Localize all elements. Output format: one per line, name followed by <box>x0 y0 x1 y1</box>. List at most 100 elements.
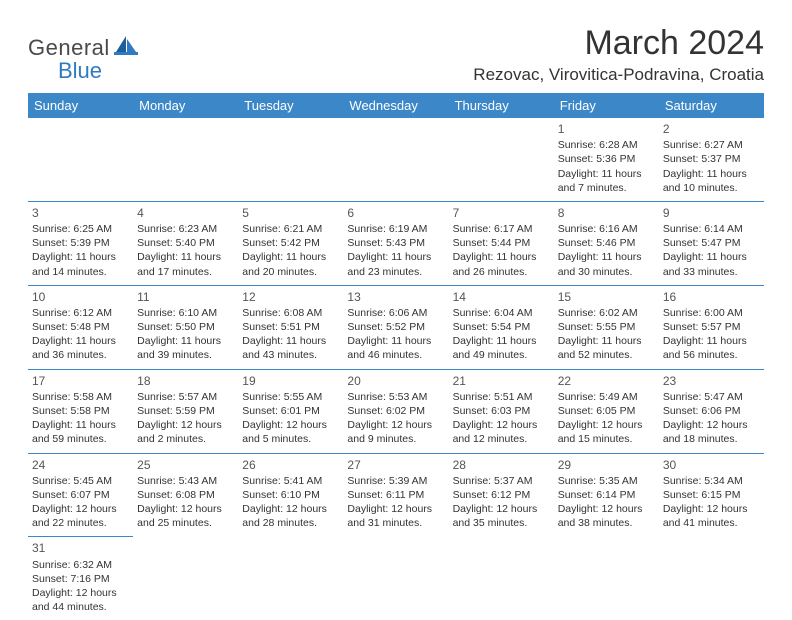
sunrise-text: Sunrise: 5:53 AM <box>347 390 444 404</box>
daylight-text: and 28 minutes. <box>242 516 339 530</box>
calendar-cell <box>343 537 448 620</box>
sunset-text: Sunset: 5:51 PM <box>242 320 339 334</box>
sunset-text: Sunset: 6:15 PM <box>663 488 760 502</box>
day-number: 22 <box>558 373 655 389</box>
location-text: Rezovac, Virovitica-Podravina, Croatia <box>473 65 764 85</box>
calendar-cell: 14Sunrise: 6:04 AMSunset: 5:54 PMDayligh… <box>449 285 554 369</box>
day-number: 3 <box>32 205 129 221</box>
daylight-text: Daylight: 11 hours <box>32 418 129 432</box>
sunrise-text: Sunrise: 6:23 AM <box>137 222 234 236</box>
weekday-header-row: Sunday Monday Tuesday Wednesday Thursday… <box>28 93 764 118</box>
daylight-text: and 26 minutes. <box>453 265 550 279</box>
sunrise-text: Sunrise: 5:47 AM <box>663 390 760 404</box>
day-number: 7 <box>453 205 550 221</box>
sunrise-text: Sunrise: 6:32 AM <box>32 558 129 572</box>
calendar-cell: 6Sunrise: 6:19 AMSunset: 5:43 PMDaylight… <box>343 201 448 285</box>
day-number: 23 <box>663 373 760 389</box>
sunrise-text: Sunrise: 5:34 AM <box>663 474 760 488</box>
daylight-text: and 18 minutes. <box>663 432 760 446</box>
calendar-cell: 25Sunrise: 5:43 AMSunset: 6:08 PMDayligh… <box>133 453 238 537</box>
weekday-header: Sunday <box>28 93 133 118</box>
sunset-text: Sunset: 5:46 PM <box>558 236 655 250</box>
sunset-text: Sunset: 6:01 PM <box>242 404 339 418</box>
sunrise-text: Sunrise: 5:37 AM <box>453 474 550 488</box>
sunset-text: Sunset: 6:08 PM <box>137 488 234 502</box>
sunrise-text: Sunrise: 6:10 AM <box>137 306 234 320</box>
calendar-cell <box>449 537 554 620</box>
day-number: 18 <box>137 373 234 389</box>
sunrise-text: Sunrise: 5:41 AM <box>242 474 339 488</box>
calendar-cell: 12Sunrise: 6:08 AMSunset: 5:51 PMDayligh… <box>238 285 343 369</box>
weekday-header: Monday <box>133 93 238 118</box>
calendar-cell: 9Sunrise: 6:14 AMSunset: 5:47 PMDaylight… <box>659 201 764 285</box>
daylight-text: and 49 minutes. <box>453 348 550 362</box>
day-number: 4 <box>137 205 234 221</box>
daylight-text: Daylight: 12 hours <box>558 502 655 516</box>
sunrise-text: Sunrise: 6:06 AM <box>347 306 444 320</box>
daylight-text: and 22 minutes. <box>32 516 129 530</box>
daylight-text: and 20 minutes. <box>242 265 339 279</box>
sunset-text: Sunset: 6:05 PM <box>558 404 655 418</box>
sunrise-text: Sunrise: 5:55 AM <box>242 390 339 404</box>
daylight-text: and 2 minutes. <box>137 432 234 446</box>
calendar-cell: 27Sunrise: 5:39 AMSunset: 6:11 PMDayligh… <box>343 453 448 537</box>
calendar-cell <box>28 118 133 201</box>
sunset-text: Sunset: 5:59 PM <box>137 404 234 418</box>
calendar-cell <box>449 118 554 201</box>
sunset-text: Sunset: 6:03 PM <box>453 404 550 418</box>
weekday-header: Saturday <box>659 93 764 118</box>
header: General March 2024 Rezovac, Virovitica-P… <box>28 24 764 85</box>
sunset-text: Sunset: 5:57 PM <box>663 320 760 334</box>
daylight-text: and 35 minutes. <box>453 516 550 530</box>
sunrise-text: Sunrise: 6:19 AM <box>347 222 444 236</box>
daylight-text: and 15 minutes. <box>558 432 655 446</box>
sunrise-text: Sunrise: 5:45 AM <box>32 474 129 488</box>
sunset-text: Sunset: 6:10 PM <box>242 488 339 502</box>
daylight-text: and 41 minutes. <box>663 516 760 530</box>
calendar-cell: 31Sunrise: 6:32 AMSunset: 7:16 PMDayligh… <box>28 537 133 620</box>
daylight-text: Daylight: 11 hours <box>663 167 760 181</box>
daylight-text: and 23 minutes. <box>347 265 444 279</box>
sunset-text: Sunset: 5:47 PM <box>663 236 760 250</box>
daylight-text: and 30 minutes. <box>558 265 655 279</box>
daylight-text: Daylight: 12 hours <box>453 502 550 516</box>
calendar-cell: 20Sunrise: 5:53 AMSunset: 6:02 PMDayligh… <box>343 369 448 453</box>
sunrise-text: Sunrise: 5:57 AM <box>137 390 234 404</box>
sunset-text: Sunset: 5:55 PM <box>558 320 655 334</box>
daylight-text: and 39 minutes. <box>137 348 234 362</box>
daylight-text: and 33 minutes. <box>663 265 760 279</box>
sunset-text: Sunset: 5:50 PM <box>137 320 234 334</box>
sunrise-text: Sunrise: 6:04 AM <box>453 306 550 320</box>
day-number: 2 <box>663 121 760 137</box>
sunset-text: Sunset: 6:14 PM <box>558 488 655 502</box>
daylight-text: Daylight: 11 hours <box>558 167 655 181</box>
calendar-cell <box>659 537 764 620</box>
daylight-text: and 9 minutes. <box>347 432 444 446</box>
calendar-cell: 17Sunrise: 5:58 AMSunset: 5:58 PMDayligh… <box>28 369 133 453</box>
month-title: March 2024 <box>473 24 764 63</box>
day-number: 24 <box>32 457 129 473</box>
sunset-text: Sunset: 5:43 PM <box>347 236 444 250</box>
daylight-text: Daylight: 12 hours <box>453 418 550 432</box>
day-number: 12 <box>242 289 339 305</box>
sunset-text: Sunset: 5:58 PM <box>32 404 129 418</box>
weekday-header: Friday <box>554 93 659 118</box>
sunrise-text: Sunrise: 6:16 AM <box>558 222 655 236</box>
daylight-text: Daylight: 12 hours <box>242 502 339 516</box>
calendar-cell: 22Sunrise: 5:49 AMSunset: 6:05 PMDayligh… <box>554 369 659 453</box>
day-number: 26 <box>242 457 339 473</box>
calendar-cell: 4Sunrise: 6:23 AMSunset: 5:40 PMDaylight… <box>133 201 238 285</box>
sunset-text: Sunset: 5:37 PM <box>663 152 760 166</box>
daylight-text: and 31 minutes. <box>347 516 444 530</box>
sunset-text: Sunset: 6:06 PM <box>663 404 760 418</box>
sunrise-text: Sunrise: 5:35 AM <box>558 474 655 488</box>
calendar-cell <box>133 118 238 201</box>
day-number: 19 <box>242 373 339 389</box>
sunrise-text: Sunrise: 5:51 AM <box>453 390 550 404</box>
daylight-text: and 5 minutes. <box>242 432 339 446</box>
calendar-body: 1Sunrise: 6:28 AMSunset: 5:36 PMDaylight… <box>28 118 764 620</box>
calendar-cell <box>343 118 448 201</box>
daylight-text: and 10 minutes. <box>663 181 760 195</box>
day-number: 9 <box>663 205 760 221</box>
calendar-cell: 11Sunrise: 6:10 AMSunset: 5:50 PMDayligh… <box>133 285 238 369</box>
